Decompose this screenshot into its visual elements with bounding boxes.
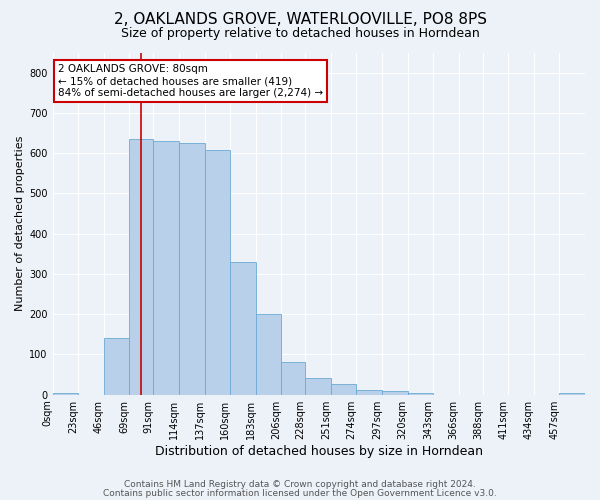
Text: Contains HM Land Registry data © Crown copyright and database right 2024.: Contains HM Land Registry data © Crown c… bbox=[124, 480, 476, 489]
Text: 2, OAKLANDS GROVE, WATERLOOVILLE, PO8 8PS: 2, OAKLANDS GROVE, WATERLOOVILLE, PO8 8P… bbox=[113, 12, 487, 28]
Bar bbox=[154, 141, 179, 395]
Bar bbox=[356, 390, 382, 394]
X-axis label: Distribution of detached houses by size in Horndean: Distribution of detached houses by size … bbox=[155, 444, 483, 458]
Bar bbox=[382, 390, 407, 394]
Text: Contains public sector information licensed under the Open Government Licence v3: Contains public sector information licen… bbox=[103, 488, 497, 498]
Text: Size of property relative to detached houses in Horndean: Size of property relative to detached ho… bbox=[121, 28, 479, 40]
Bar bbox=[53, 392, 78, 394]
Bar bbox=[205, 150, 230, 394]
Bar bbox=[256, 314, 281, 394]
Bar bbox=[407, 392, 433, 394]
Bar bbox=[281, 362, 305, 394]
Bar bbox=[559, 392, 585, 394]
Bar bbox=[230, 262, 256, 394]
Y-axis label: Number of detached properties: Number of detached properties bbox=[15, 136, 25, 312]
Bar bbox=[129, 139, 154, 394]
Bar bbox=[305, 378, 331, 394]
Bar bbox=[104, 338, 129, 394]
Text: 2 OAKLANDS GROVE: 80sqm
← 15% of detached houses are smaller (419)
84% of semi-d: 2 OAKLANDS GROVE: 80sqm ← 15% of detache… bbox=[58, 64, 323, 98]
Bar bbox=[331, 384, 356, 394]
Bar bbox=[179, 143, 205, 395]
